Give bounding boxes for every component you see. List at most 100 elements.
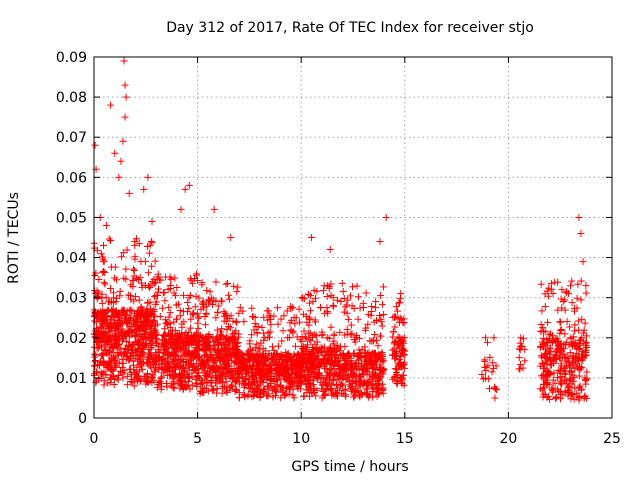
data-point [185, 304, 193, 312]
data-point [284, 349, 292, 357]
data-point [577, 336, 585, 344]
data-point [515, 354, 523, 362]
data-point [236, 355, 244, 363]
data-point [293, 382, 301, 390]
data-point [293, 370, 301, 378]
data-point [229, 333, 237, 341]
data-point [557, 387, 565, 395]
data-point [133, 348, 141, 356]
data-point [126, 365, 134, 373]
data-point [98, 350, 106, 358]
data-point [308, 234, 316, 241]
data-point [179, 384, 187, 392]
data-point [304, 356, 312, 364]
data-point [169, 348, 177, 356]
data-point [109, 299, 117, 307]
data-point [218, 325, 226, 333]
data-point [135, 296, 143, 304]
data-point [117, 329, 125, 337]
data-point [212, 278, 220, 286]
data-point [339, 349, 347, 357]
data-point [171, 274, 179, 282]
data-point [571, 364, 579, 372]
data-point [111, 363, 119, 371]
data-point [107, 263, 115, 271]
data-point [197, 388, 205, 396]
data-point [91, 317, 99, 325]
data-point [326, 369, 334, 377]
data-point [136, 274, 144, 282]
data-point [137, 362, 145, 370]
data-point [170, 318, 178, 326]
data-point [173, 315, 181, 323]
data-point [538, 359, 546, 367]
data-point [269, 359, 277, 367]
data-point [492, 362, 500, 370]
data-point [543, 287, 551, 295]
data-point [191, 303, 199, 311]
data-point [351, 392, 359, 400]
data-point [328, 346, 336, 354]
data-point [234, 283, 242, 291]
data-point [110, 354, 118, 362]
data-point [298, 368, 306, 376]
data-point [312, 392, 320, 400]
data-point [398, 375, 406, 383]
data-point [166, 309, 174, 317]
data-point [223, 378, 231, 386]
data-point [302, 345, 310, 353]
data-point [150, 305, 158, 313]
data-point [237, 354, 245, 362]
data-point [552, 347, 560, 355]
data-point [121, 344, 129, 352]
data-point [160, 349, 168, 357]
data-point [373, 336, 381, 344]
data-point [400, 359, 408, 367]
data-point [214, 309, 222, 317]
data-point [276, 381, 284, 389]
data-point [182, 341, 190, 349]
data-point [105, 349, 113, 357]
data-point [229, 317, 237, 325]
y-tick-label: 0.02 [56, 331, 87, 347]
data-point [392, 347, 400, 355]
data-point [230, 282, 238, 290]
data-point [329, 294, 337, 302]
data-point [382, 213, 390, 221]
data-point [163, 319, 171, 327]
data-point [95, 375, 103, 383]
data-point [288, 365, 296, 373]
data-point [337, 298, 345, 306]
data-point [581, 392, 589, 400]
data-point [552, 394, 560, 402]
data-point [389, 328, 397, 336]
data-point [570, 395, 578, 403]
data-point [98, 299, 106, 307]
data-point [167, 275, 175, 283]
data-point [127, 295, 135, 303]
data-point [323, 360, 331, 368]
data-point [115, 173, 123, 181]
data-point [277, 375, 285, 383]
data-point [156, 313, 164, 321]
data-point [322, 372, 330, 380]
data-point [561, 330, 569, 338]
data-point [105, 306, 113, 314]
data-point [300, 295, 308, 303]
data-point [235, 330, 243, 338]
data-point [557, 326, 565, 334]
data-point [554, 374, 562, 382]
data-point [132, 370, 140, 378]
data-point [287, 303, 295, 311]
data-point [210, 341, 218, 349]
data-point [515, 365, 523, 373]
data-point [161, 350, 169, 358]
data-point [248, 304, 256, 312]
data-point [207, 364, 215, 372]
data-point [187, 276, 195, 284]
data-point [562, 353, 570, 361]
data-point [299, 310, 307, 318]
data-point [549, 387, 557, 395]
data-point [352, 333, 360, 341]
data-point [300, 392, 308, 400]
